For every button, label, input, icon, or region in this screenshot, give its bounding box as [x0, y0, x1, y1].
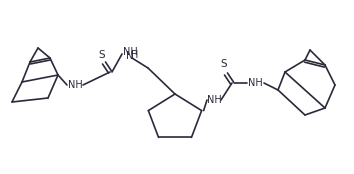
Text: N: N	[126, 51, 134, 61]
Text: NH: NH	[207, 95, 221, 105]
Text: S: S	[99, 50, 105, 60]
Text: S: S	[221, 59, 227, 69]
Text: NH: NH	[68, 80, 82, 90]
Text: NH: NH	[248, 78, 262, 88]
Text: NH: NH	[122, 47, 137, 57]
Text: H: H	[131, 50, 139, 60]
